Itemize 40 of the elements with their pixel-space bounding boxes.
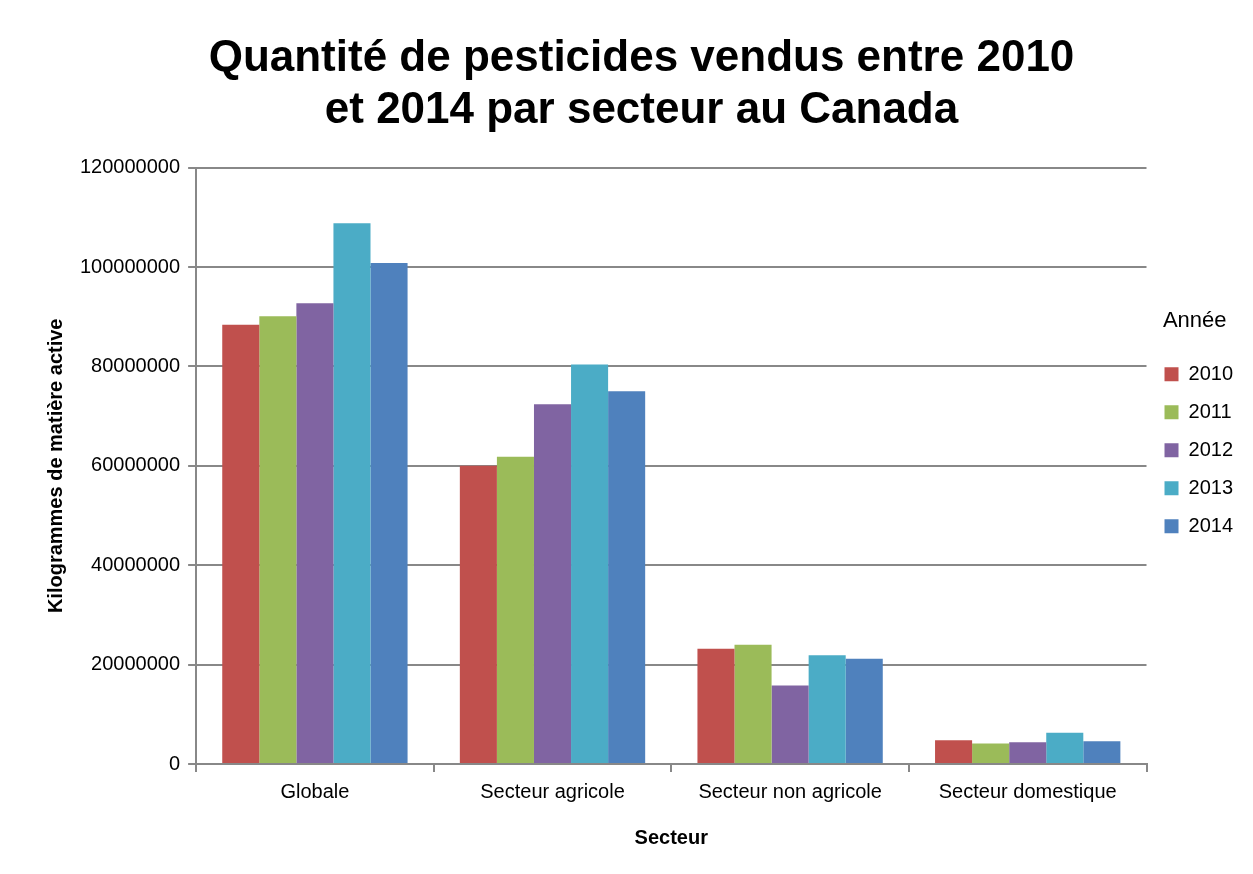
bar: [808, 655, 846, 763]
y-axis-title: Kilogrammes de matière active: [43, 318, 66, 614]
y-tick-label: 120000000: [80, 155, 181, 178]
y-tick-label: 100000000: [80, 254, 181, 277]
bar: [571, 364, 609, 763]
bar: [771, 685, 809, 763]
bar: [459, 465, 497, 763]
x-tick-label: Secteur non agricole: [698, 779, 882, 802]
bar: [608, 391, 646, 763]
bar: [259, 316, 297, 763]
bar: [1046, 732, 1084, 763]
y-tick-label: 40000000: [91, 552, 181, 575]
bar: [333, 223, 371, 763]
legend-label: 2011: [1188, 399, 1232, 422]
bar: [734, 644, 772, 763]
bar: [697, 648, 735, 763]
legend-label: 2014: [1188, 513, 1234, 536]
x-tick-label: Secteur domestique: [938, 779, 1117, 802]
bar: [296, 303, 334, 763]
bar: [533, 404, 572, 763]
bar: [496, 456, 534, 763]
legend-label: 2012: [1188, 437, 1234, 460]
y-tick-label: 60000000: [91, 453, 181, 476]
x-axis-title: Secteur: [634, 825, 709, 848]
y-tick-label: 0: [168, 751, 181, 774]
bar: [370, 263, 408, 763]
bar: [935, 740, 973, 763]
x-tick-label: Secteur agricole: [480, 779, 625, 802]
legend-title: Année: [1162, 306, 1227, 332]
x-tick-label: Globale: [280, 779, 350, 802]
bar: [222, 324, 260, 763]
bar: [972, 743, 1010, 763]
legend-label: 2013: [1188, 475, 1234, 498]
y-tick-label: 80000000: [91, 353, 181, 376]
bar: [1009, 742, 1047, 763]
legend-label: 2010: [1188, 361, 1234, 384]
chart-title: Quantité de pesticides vendus entre 2010 et 2014 par secteur au Canada: [208, 30, 1075, 133]
bar: [1083, 741, 1121, 763]
y-tick-label: 20000000: [91, 652, 181, 675]
bar: [845, 658, 883, 763]
